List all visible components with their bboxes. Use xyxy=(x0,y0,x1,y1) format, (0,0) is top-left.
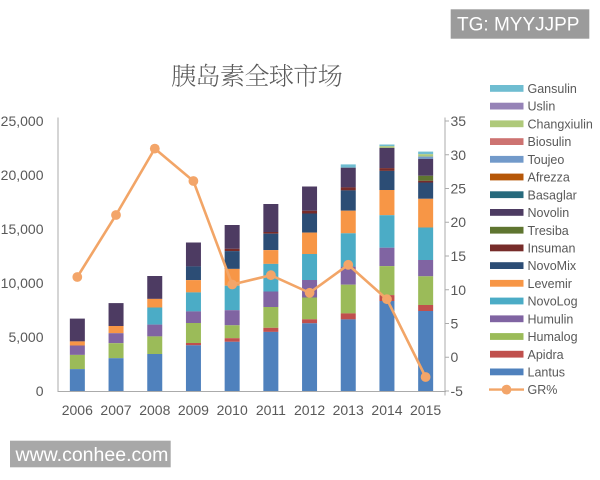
svg-text:Humulin: Humulin xyxy=(528,312,574,326)
svg-text:2014: 2014 xyxy=(371,402,402,418)
svg-text:15: 15 xyxy=(451,248,467,264)
svg-text:2009: 2009 xyxy=(178,402,209,418)
svg-text:2011: 2011 xyxy=(256,402,286,418)
svg-text:5: 5 xyxy=(451,316,459,332)
svg-text:2008: 2008 xyxy=(139,402,170,418)
svg-text:35: 35 xyxy=(451,113,467,129)
svg-text:Basaglar: Basaglar xyxy=(528,188,577,202)
svg-text:0: 0 xyxy=(36,383,44,399)
svg-text:20: 20 xyxy=(451,214,467,230)
svg-text:2006: 2006 xyxy=(62,402,93,418)
svg-text:www.conhee.com: www.conhee.com xyxy=(15,444,169,466)
svg-text:Apidra: Apidra xyxy=(528,348,564,362)
svg-text:15,000: 15,000 xyxy=(1,221,44,237)
svg-text:2007: 2007 xyxy=(100,402,131,418)
svg-text:25,000: 25,000 xyxy=(1,113,44,129)
svg-text:Insuman: Insuman xyxy=(528,242,576,256)
svg-text:TG: MYYJJPP: TG: MYYJJPP xyxy=(457,15,579,36)
svg-text:-5: -5 xyxy=(451,383,464,399)
svg-text:NovoMix: NovoMix xyxy=(528,259,577,273)
svg-text:Gansulin: Gansulin xyxy=(528,82,577,96)
svg-text:Lantus: Lantus xyxy=(528,366,566,380)
svg-text:2012: 2012 xyxy=(294,402,325,418)
svg-text:5,000: 5,000 xyxy=(8,329,43,345)
svg-text:30: 30 xyxy=(451,147,467,163)
svg-text:Uslin: Uslin xyxy=(528,100,556,114)
svg-text:20,000: 20,000 xyxy=(1,167,44,183)
svg-text:10: 10 xyxy=(451,282,467,298)
svg-text:Afrezza: Afrezza xyxy=(528,171,570,185)
svg-text:Biosulin: Biosulin xyxy=(528,135,572,149)
svg-text:2015: 2015 xyxy=(410,402,441,418)
svg-text:25: 25 xyxy=(451,181,467,197)
svg-text:Tresiba: Tresiba xyxy=(528,224,569,238)
svg-text:GR%: GR% xyxy=(528,383,558,397)
svg-text:Humalog: Humalog xyxy=(528,330,578,344)
svg-text:NovoLog: NovoLog xyxy=(528,295,578,309)
svg-text:Novolin: Novolin xyxy=(528,206,570,220)
svg-text:2013: 2013 xyxy=(333,402,364,418)
svg-text:0: 0 xyxy=(451,349,459,365)
svg-text:Changxiulin: Changxiulin xyxy=(528,117,593,131)
svg-text:10,000: 10,000 xyxy=(1,275,44,291)
svg-text:Toujeo: Toujeo xyxy=(528,153,565,167)
svg-text:Levemir: Levemir xyxy=(528,277,572,291)
svg-text:2010: 2010 xyxy=(217,402,248,418)
